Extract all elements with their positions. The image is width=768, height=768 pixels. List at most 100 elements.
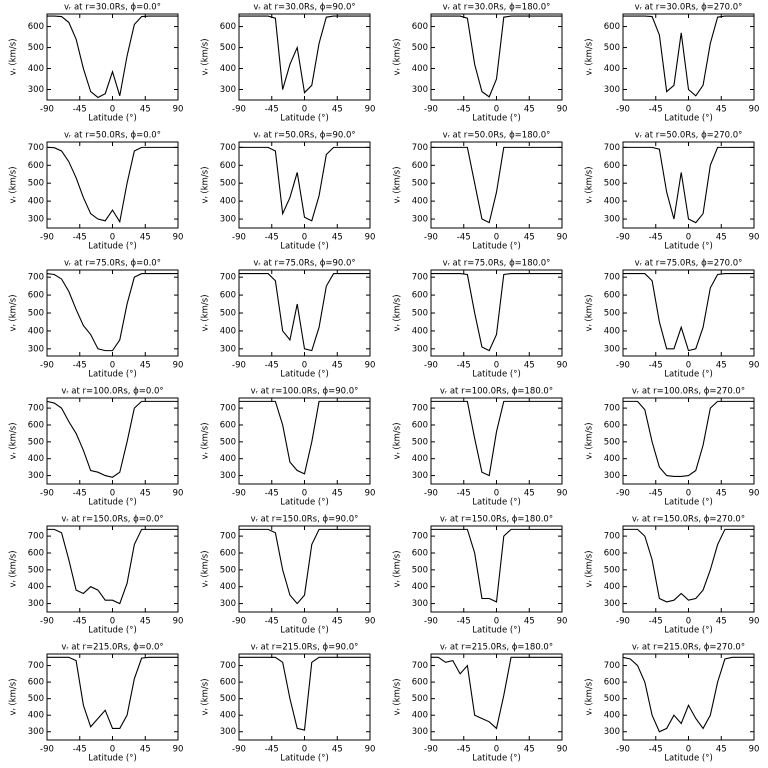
panel-title: vᵣ at r=100.0Rs, ϕ=180.0° [440, 387, 553, 397]
x-tick-label: -90 [424, 361, 438, 371]
plot-frame [622, 653, 755, 741]
y-tick-label: 700 [412, 532, 428, 542]
x-tick-label: -45 [649, 745, 663, 755]
data-line [239, 146, 370, 222]
x-tick-label: 90 [749, 489, 760, 499]
data-line [239, 528, 370, 605]
y-tick-label: 400 [412, 197, 428, 207]
x-axis-label: Latitude (°) [88, 754, 137, 764]
x-tick-label: -45 [73, 489, 87, 499]
y-tick-label: 500 [220, 565, 236, 575]
panel-title: vᵣ at r=215.0Rs, ϕ=180.0° [440, 643, 553, 653]
x-tick-label: 45 [524, 233, 535, 243]
y-axis-label: vᵣ (km/s) [9, 166, 19, 203]
x-tick-label: -90 [40, 489, 54, 499]
y-axis-label: vᵣ (km/s) [585, 678, 595, 715]
y-tick-label: 400 [220, 326, 236, 336]
y-axis-label: vᵣ (km/s) [585, 550, 595, 587]
y-tick-label: 500 [220, 179, 236, 189]
x-tick-label: -90 [40, 745, 54, 755]
y-tick-label: 500 [220, 694, 236, 704]
panel-title: vᵣ at r=75.0Rs, ϕ=270.0° [635, 259, 743, 269]
y-tick-label: 600 [604, 22, 620, 32]
y-tick-label: 400 [604, 582, 620, 592]
plot-frame [622, 269, 755, 357]
y-tick-label: 300 [220, 727, 236, 737]
y-tick-label: 700 [412, 661, 428, 671]
x-tick-label: 0 [110, 745, 115, 755]
x-tick-label: 0 [494, 105, 499, 115]
x-tick-label: 90 [365, 105, 376, 115]
data-line [47, 656, 178, 729]
plot-frame [238, 269, 371, 357]
x-tick-label: 90 [173, 745, 184, 755]
x-tick-label: -45 [649, 489, 663, 499]
y-tick-label: 300 [220, 215, 236, 225]
x-tick-label: -45 [73, 617, 87, 627]
y-tick-label: 600 [28, 548, 44, 558]
x-tick-label: 45 [140, 361, 151, 371]
x-tick-label: 45 [140, 489, 151, 499]
x-tick-label: 45 [716, 617, 727, 627]
panel-title: vᵣ at r=150.0Rs, ϕ=180.0° [440, 515, 553, 525]
y-tick-label: 400 [28, 582, 44, 592]
x-tick-label: -90 [424, 745, 438, 755]
y-axis-label: vᵣ (km/s) [9, 678, 19, 715]
y-tick-label: 300 [28, 85, 44, 95]
data-line [239, 273, 370, 352]
x-tick-label: -90 [616, 617, 630, 627]
panel-title: vᵣ at r=50.0Rs, ϕ=180.0° [443, 131, 551, 141]
y-axis-label: vᵣ (km/s) [201, 294, 211, 331]
x-axis-label: Latitude (°) [88, 114, 137, 124]
x-tick-label: 0 [686, 617, 691, 627]
y-tick-label: 400 [28, 454, 44, 464]
y-tick-label: 400 [28, 64, 44, 74]
y-axis-label: vᵣ (km/s) [393, 550, 403, 587]
y-tick-label: 600 [412, 548, 428, 558]
x-axis-label: Latitude (°) [472, 498, 521, 508]
y-tick-label: 700 [412, 404, 428, 414]
y-tick-label: 400 [604, 711, 620, 721]
x-tick-label: -45 [649, 361, 663, 371]
x-tick-label: -45 [73, 745, 87, 755]
x-tick-label: -45 [73, 105, 87, 115]
x-tick-label: 0 [302, 105, 307, 115]
y-axis-label: vᵣ (km/s) [393, 38, 403, 75]
x-tick-label: 90 [173, 233, 184, 243]
y-tick-label: 600 [412, 291, 428, 301]
y-axis-label: vᵣ (km/s) [393, 166, 403, 203]
y-axis-label: vᵣ (km/s) [393, 422, 403, 459]
x-tick-label: 45 [140, 105, 151, 115]
x-tick-label: 90 [749, 361, 760, 371]
panel-title: vᵣ at r=100.0Rs, ϕ=0.0° [61, 387, 163, 397]
y-tick-label: 400 [412, 454, 428, 464]
panel-title: vᵣ at r=75.0Rs, ϕ=180.0° [443, 259, 551, 269]
y-axis-label: vᵣ (km/s) [201, 678, 211, 715]
x-axis-label: Latitude (°) [664, 754, 713, 764]
x-tick-label: 0 [686, 489, 691, 499]
y-tick-label: 400 [28, 326, 44, 336]
x-axis-label: Latitude (°) [472, 114, 521, 124]
x-axis-label: Latitude (°) [664, 242, 713, 252]
data-line [239, 656, 370, 731]
y-tick-label: 500 [604, 309, 620, 319]
x-tick-label: -45 [457, 745, 471, 755]
x-tick-label: -45 [73, 361, 87, 371]
y-axis-label: vᵣ (km/s) [585, 166, 595, 203]
y-tick-label: 400 [28, 197, 44, 207]
x-tick-label: 45 [140, 617, 151, 627]
x-tick-label: 0 [302, 489, 307, 499]
y-tick-label: 300 [28, 344, 44, 354]
x-tick-label: -45 [649, 105, 663, 115]
data-line [431, 15, 562, 98]
x-tick-label: 90 [365, 233, 376, 243]
panel-title: vᵣ at r=75.0Rs, ϕ=0.0° [64, 259, 161, 269]
y-tick-label: 400 [604, 326, 620, 336]
x-tick-label: 0 [686, 105, 691, 115]
data-line [431, 146, 562, 224]
x-tick-label: 0 [110, 105, 115, 115]
x-tick-label: 45 [140, 233, 151, 243]
x-tick-label: 0 [302, 233, 307, 243]
panel-title: vᵣ at r=50.0Rs, ϕ=270.0° [635, 131, 743, 141]
x-tick-label: -90 [424, 489, 438, 499]
